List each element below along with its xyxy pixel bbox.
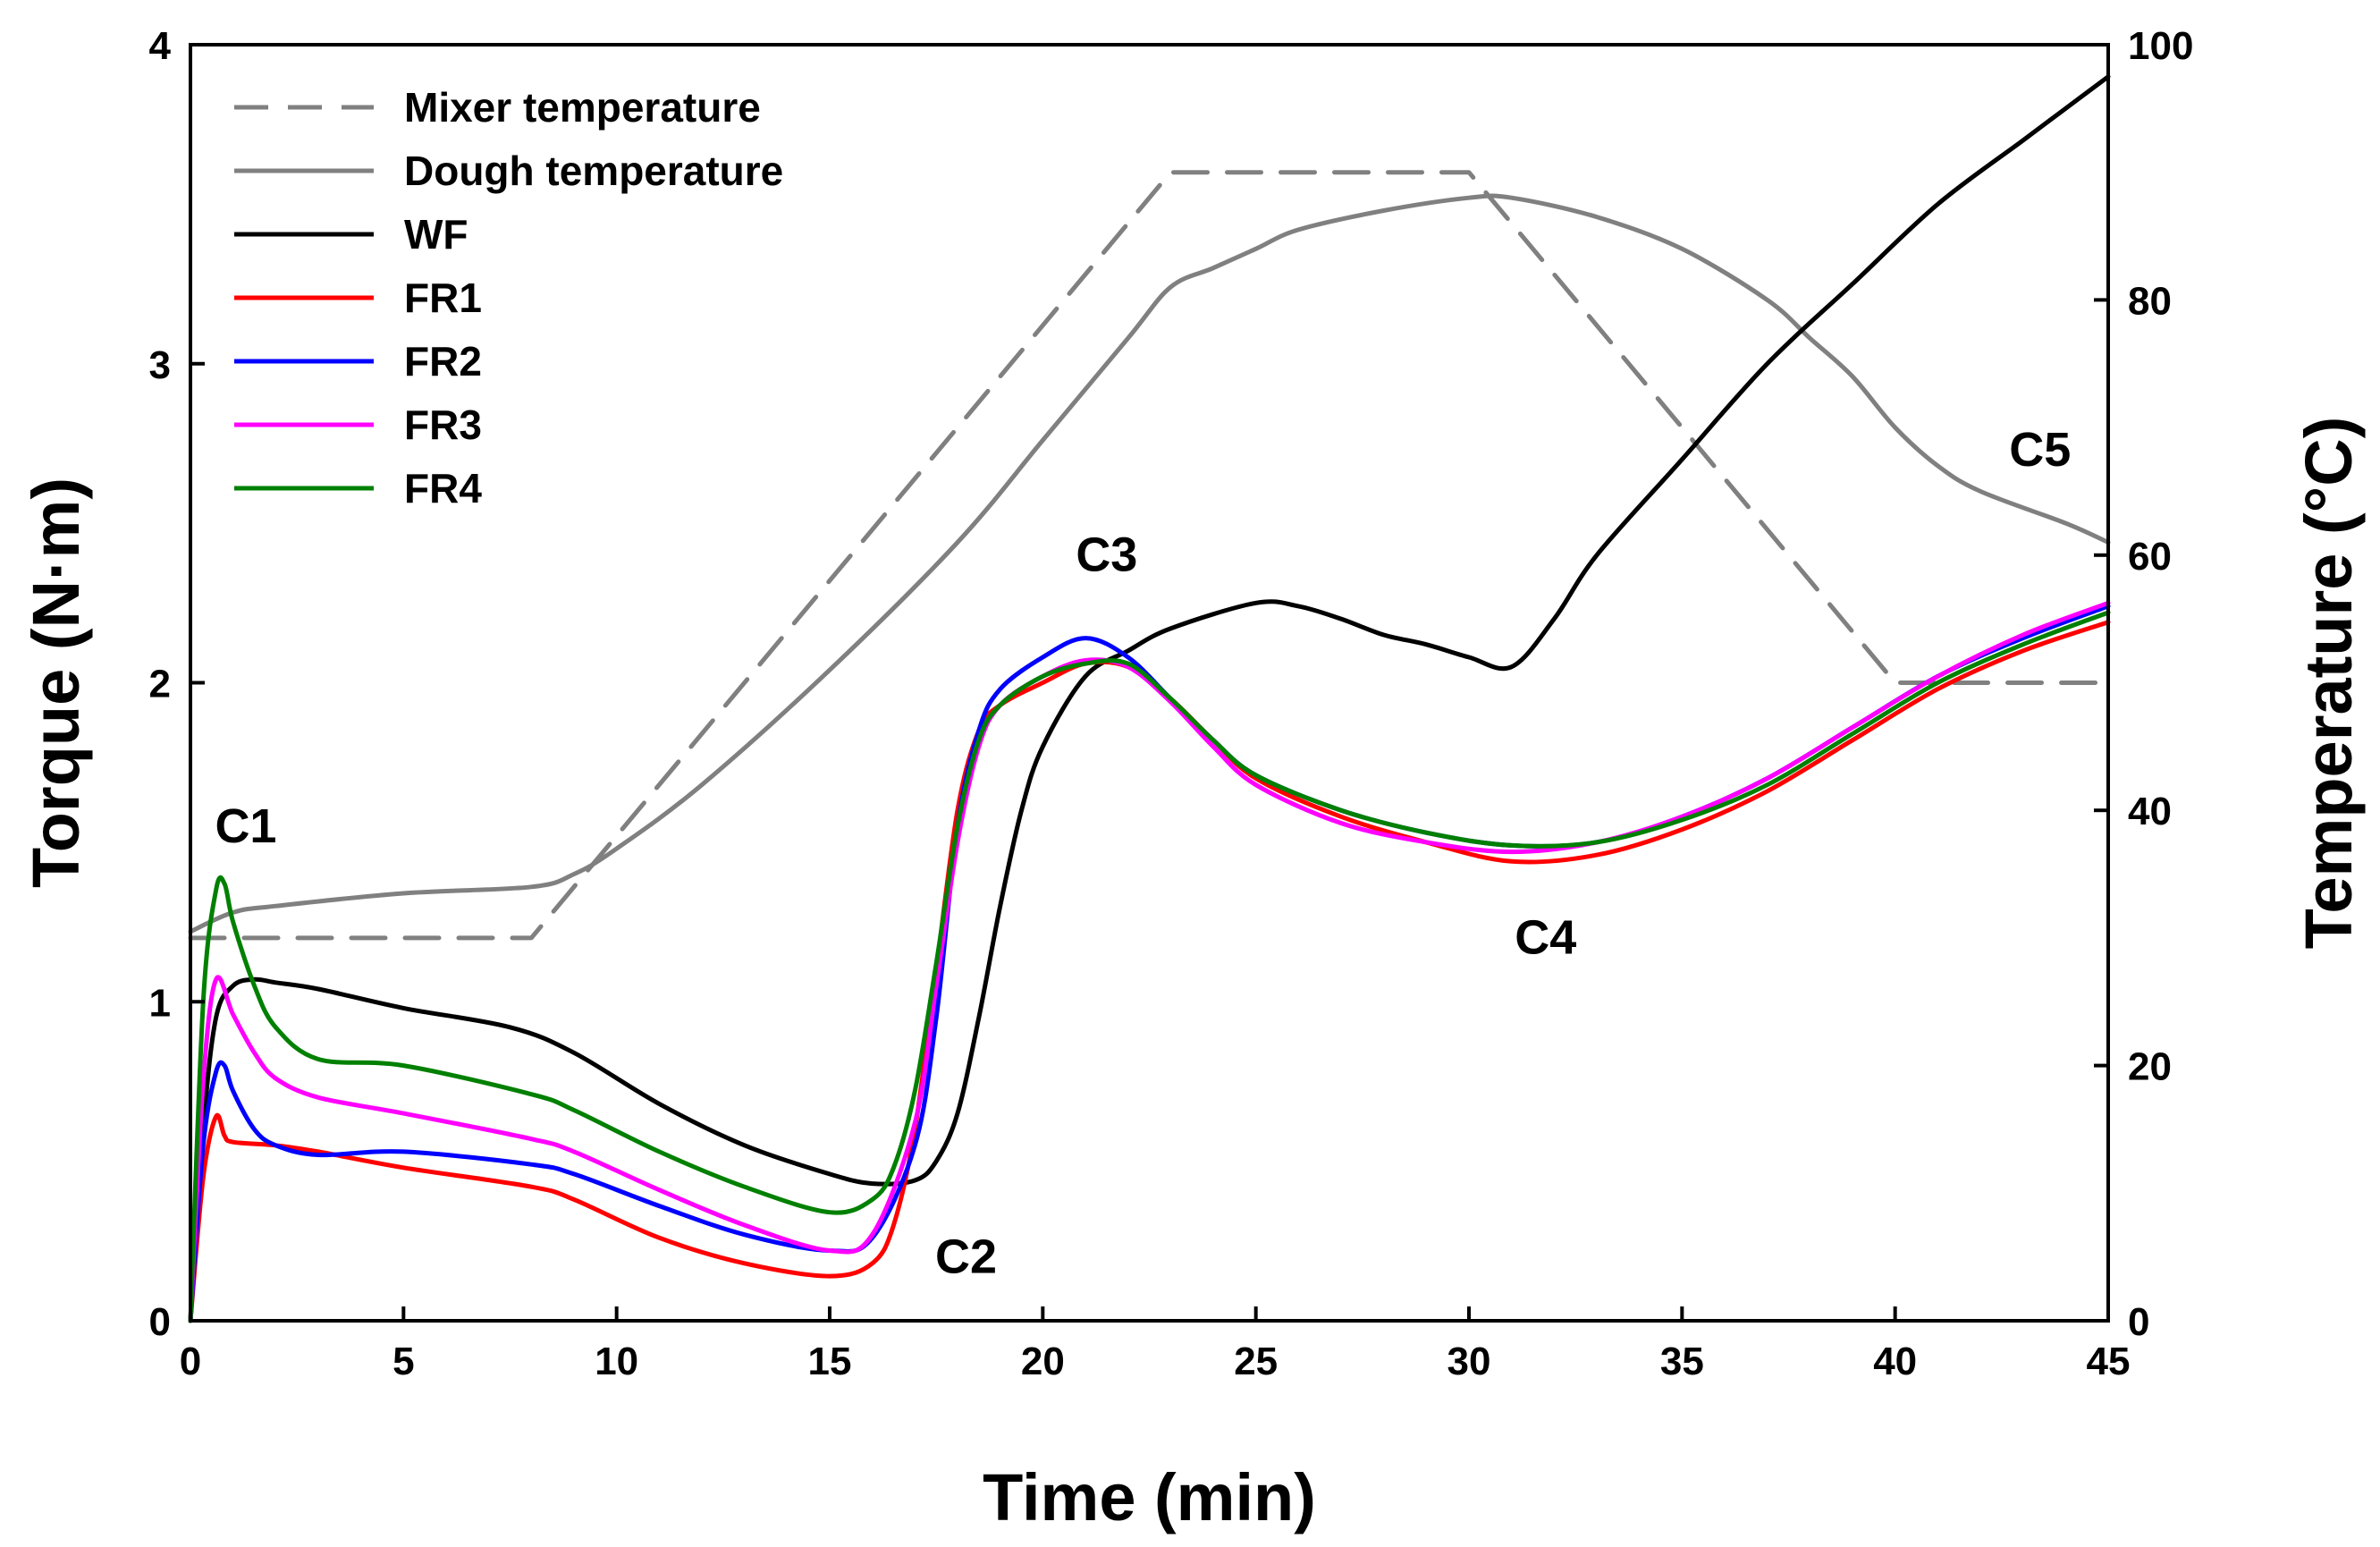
y2-tick-label: 0 bbox=[2128, 1300, 2149, 1344]
y-tick-label: 3 bbox=[149, 343, 171, 387]
legend-label: FR1 bbox=[404, 275, 482, 321]
annotation-c2: C2 bbox=[935, 1230, 997, 1283]
temperature-axis: 0 20 40 60 80 100 bbox=[2094, 24, 2193, 1344]
x-tick-label: 15 bbox=[808, 1340, 852, 1383]
legend-label: WF bbox=[404, 211, 468, 258]
annotations: C1 C2 C3 C4 C5 bbox=[215, 423, 2071, 1284]
legend-label: Dough temperature bbox=[404, 148, 783, 194]
y-tick-label: 2 bbox=[149, 663, 171, 706]
legend-label: FR3 bbox=[404, 402, 482, 448]
annotation-c1: C1 bbox=[215, 799, 276, 853]
series-line-fr2 bbox=[188, 604, 2111, 1323]
x-tick-label: 45 bbox=[2087, 1340, 2131, 1383]
legend-label: Mixer temperature bbox=[404, 84, 761, 131]
series-line-wf bbox=[188, 74, 2111, 1323]
series-line-fr4 bbox=[188, 610, 2111, 1323]
y-tick-label: 0 bbox=[149, 1300, 171, 1344]
annotation-c3: C3 bbox=[1076, 528, 1137, 582]
annotation-c5: C5 bbox=[2009, 423, 2071, 477]
x-tick-label: 25 bbox=[1234, 1340, 1278, 1383]
x-tick-label: 20 bbox=[1021, 1340, 1065, 1383]
series-line-fr3 bbox=[188, 600, 2111, 1323]
annotation-c4: C4 bbox=[1515, 911, 1576, 965]
legend-label: FR2 bbox=[404, 338, 482, 385]
x-tick-label: 0 bbox=[180, 1340, 201, 1383]
legend: Mixer temperature Dough temperature WF FR1 F… bbox=[234, 84, 783, 511]
x-tick-label: 35 bbox=[1660, 1340, 1704, 1383]
x-tick-label: 40 bbox=[1873, 1340, 1917, 1383]
y2-tick-label: 100 bbox=[2128, 24, 2193, 68]
legend-label: FR4 bbox=[404, 465, 482, 511]
y-tick-label: 1 bbox=[149, 981, 171, 1025]
series-line-dough-temperature bbox=[188, 193, 2111, 934]
y-axis-title: Torque (N·m) bbox=[19, 478, 93, 888]
y2-axis-title: Temperature (°C) bbox=[2291, 417, 2366, 950]
y2-tick-label: 40 bbox=[2128, 790, 2172, 833]
x-tick-label: 10 bbox=[595, 1340, 638, 1383]
x-tick-label: 5 bbox=[392, 1340, 414, 1383]
plot-series bbox=[188, 74, 2111, 1323]
y2-tick-label: 20 bbox=[2128, 1045, 2172, 1089]
torque-axis: 0 1 2 3 4 bbox=[149, 24, 205, 1344]
time-axis: 0 5 10 15 20 25 30 35 40 45 bbox=[180, 1306, 2131, 1383]
series-line-fr1 bbox=[188, 620, 2111, 1323]
x-axis-title: Time (min) bbox=[983, 1460, 1316, 1534]
x-tick-label: 30 bbox=[1447, 1340, 1491, 1383]
y2-tick-label: 60 bbox=[2128, 535, 2172, 579]
y2-tick-label: 80 bbox=[2128, 279, 2172, 323]
y-tick-label: 4 bbox=[149, 24, 172, 68]
